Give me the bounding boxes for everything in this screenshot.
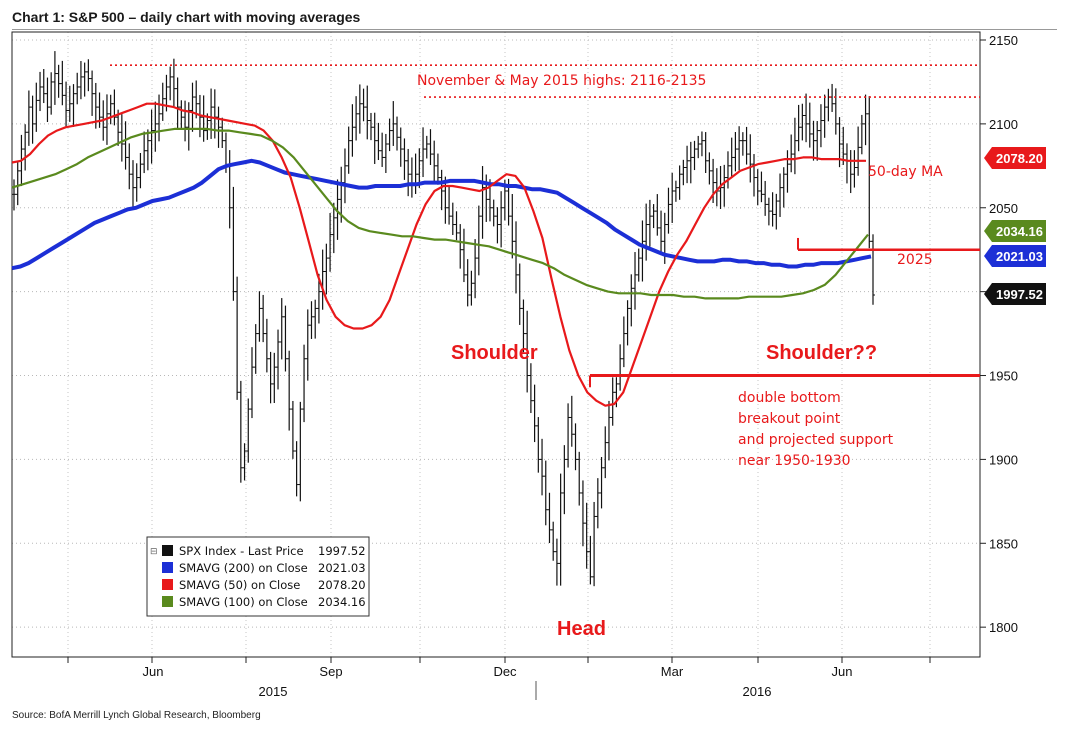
value-tag: [984, 220, 1046, 242]
legend-sma200-value: 2021.03: [318, 561, 366, 575]
y-tick-label: 1850: [989, 536, 1018, 551]
y-tick-label: 2100: [989, 117, 1018, 132]
legend-swatch-sma100: [162, 596, 173, 607]
gridlines: [12, 32, 980, 657]
value-tags: 2078.20 2034.16 2021.03 1997.52: [984, 147, 1046, 305]
legend-sma100-value: 2034.16: [318, 595, 366, 609]
legend-collapse-icon: ⊟: [150, 547, 158, 557]
x-tick-label: Jun: [143, 664, 164, 679]
head-label: Head: [557, 618, 606, 640]
breakout-line-1: double bottom: [738, 390, 841, 406]
breakout-line-3: and projected support: [738, 432, 894, 448]
y-tick-label: 1950: [989, 369, 1018, 384]
legend: ⊟ SPX Index - Last Price 1997.52 SMAVG (…: [146, 536, 370, 617]
legend-swatch-price: [162, 545, 173, 556]
y-tick-label: 2050: [989, 201, 1018, 216]
value-tag-label: 2078.20: [996, 151, 1043, 166]
legend-swatch-sma200: [162, 562, 173, 573]
price-bars: [12, 51, 875, 587]
breakout-line-4: near 1950-1930: [738, 453, 851, 469]
x-tick-label: Sep: [319, 664, 342, 679]
value-tag: [984, 147, 1046, 169]
x-tick-label: Dec: [493, 664, 517, 679]
ma50-label: 50-day MA: [868, 164, 943, 180]
value-tag-label: 2021.03: [996, 249, 1043, 264]
value-tag-label: 2034.16: [996, 224, 1043, 239]
shoulder-right-label: Shoulder??: [766, 342, 877, 364]
source-note: Source: BofA Merrill Lynch Global Resear…: [12, 710, 261, 721]
title-divider: [12, 29, 1057, 30]
legend-price-label: SPX Index - Last Price: [179, 544, 304, 558]
shoulder-left-label: Shoulder: [451, 342, 538, 364]
legend-price-value: 1997.52: [318, 544, 366, 558]
legend-sma50-label: SMAVG (50) on Close: [179, 578, 300, 592]
legend-box: [146, 536, 370, 617]
legend-sma200-label: SMAVG (200) on Close: [179, 561, 308, 575]
year-label: 2016: [743, 684, 772, 699]
value-tag-label: 1997.52: [996, 287, 1043, 302]
legend-sma100-label: SMAVG (100) on Close: [179, 595, 308, 609]
x-tick-label: Mar: [661, 664, 684, 679]
legend-sma50-value: 2078.20: [318, 578, 366, 592]
chart-title: Chart 1: S&P 500 – daily chart with movi…: [12, 9, 361, 25]
y-tick-label: 1900: [989, 452, 1018, 467]
sma200-line: [11, 158, 872, 271]
value-tag: [984, 245, 1046, 267]
y-tick-label: 2150: [989, 33, 1018, 48]
plot-frame: [11, 31, 981, 658]
annotations: November & May 2015 highs: 2116-2135 50-…: [110, 64, 980, 640]
year-label: 2015: [259, 684, 288, 699]
sma50-line: [11, 102, 866, 407]
x-tick-label: Jun: [832, 664, 853, 679]
y-tick-label: 1800: [989, 620, 1018, 635]
moving-averages: [11, 102, 872, 407]
value-tag: [984, 283, 1046, 305]
legend-swatch-sma50: [162, 579, 173, 590]
level-2025-label: 2025: [897, 252, 933, 268]
highs-label: November & May 2015 highs: 2116-2135: [417, 73, 706, 89]
sma100-line: [11, 127, 869, 300]
breakout-line-2: breakout point: [738, 411, 841, 427]
